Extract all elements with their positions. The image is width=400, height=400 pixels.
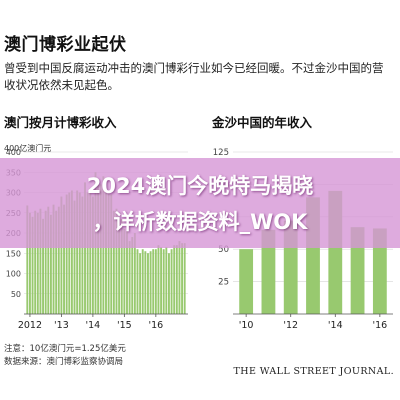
bar <box>261 229 276 314</box>
bar <box>39 208 42 314</box>
overlay-headline-line1: 2024澳门今晚特马揭晓 <box>86 174 314 198</box>
y-tick-label: 50 <box>218 245 229 255</box>
bar <box>36 212 39 314</box>
x-tick-label: '13 <box>54 320 69 331</box>
bar <box>44 210 47 314</box>
chart-title-annual: 金沙中国的年收入 <box>212 115 313 130</box>
bar <box>183 243 186 314</box>
footer-note: 注意：10亿澳门元=1.25亿美元 <box>4 344 126 354</box>
x-tick-label: '14 <box>328 320 343 331</box>
bar <box>86 192 89 314</box>
bar <box>168 253 170 314</box>
bar <box>65 194 68 314</box>
x-tick-label: '16 <box>148 320 163 331</box>
bar <box>84 182 86 314</box>
y-tick-label: 125 <box>213 148 229 158</box>
bar <box>91 196 94 314</box>
bar <box>105 192 107 314</box>
chart-title-monthly: 澳门按月计博彩收入 <box>4 115 117 130</box>
bar <box>107 192 110 314</box>
bar <box>152 249 155 314</box>
bar <box>175 245 178 314</box>
y-tick-label: 50 <box>11 290 21 299</box>
bar <box>350 227 365 314</box>
bar <box>131 237 134 314</box>
bar <box>126 230 128 314</box>
x-tick-label: '15 <box>117 320 132 331</box>
bar <box>128 241 131 314</box>
x-tick-label: '14 <box>86 320 101 331</box>
bar <box>147 253 149 314</box>
bar <box>170 249 173 314</box>
bar <box>99 184 102 314</box>
bar <box>89 188 92 314</box>
bar <box>136 249 139 314</box>
overlay-headline-line2: ，详析数据资料_WOK <box>92 210 308 234</box>
publisher-credit: THE WALL STREET JOURNAL. <box>233 366 394 377</box>
bar <box>47 206 50 314</box>
x-tick-label: '10 <box>239 320 254 331</box>
bar <box>372 228 387 314</box>
bar <box>57 206 60 314</box>
bar <box>42 218 44 314</box>
bar <box>78 192 81 314</box>
y-tick-label: 25 <box>218 278 229 288</box>
bar <box>133 233 136 314</box>
bar <box>26 205 29 314</box>
bar <box>165 247 168 314</box>
bar <box>112 210 115 314</box>
bar <box>68 192 71 314</box>
monthly-unit-label: 400亿澳门元 <box>4 144 52 153</box>
page-subtitle: 曾受到中国反腐运动冲击的澳门博彩行业如今已经回暖。不过金沙中国的营收状况依然未见… <box>4 61 384 92</box>
bar <box>139 253 142 314</box>
bar <box>160 247 163 314</box>
bar <box>120 218 123 314</box>
bar <box>97 184 100 314</box>
x-tick-label: 2012 <box>18 320 42 331</box>
bar <box>60 196 63 314</box>
bar <box>110 194 113 314</box>
bar <box>173 245 176 314</box>
bar <box>118 216 121 314</box>
bar <box>52 204 55 314</box>
bar <box>28 212 31 314</box>
bar <box>162 249 165 314</box>
bar <box>49 214 52 314</box>
bar <box>55 210 58 314</box>
x-tick-label: '16 <box>373 320 388 331</box>
bar <box>144 251 147 314</box>
page-title: 澳门博彩业起伏 <box>4 35 127 55</box>
x-tick-label: '12 <box>283 320 298 331</box>
bar <box>115 208 118 314</box>
bar <box>154 249 157 314</box>
bar <box>239 249 254 314</box>
bar <box>34 210 37 314</box>
bar <box>123 228 126 314</box>
y-tick-label: 100 <box>6 270 21 279</box>
y-tick-label: 150 <box>6 249 21 258</box>
y-tick-label: 400 <box>6 148 21 157</box>
footer-source: 数据来源：澳门博彩监察协调局 <box>4 357 124 367</box>
headline-overlay: 2024澳门今晚特马揭晓 ，详析数据资料_WOK <box>0 158 400 248</box>
bar <box>73 200 76 314</box>
bar <box>76 190 79 314</box>
bar <box>149 251 152 314</box>
bar <box>31 216 34 314</box>
bar <box>70 190 73 314</box>
bar <box>141 249 144 314</box>
bar <box>63 204 65 314</box>
bar <box>157 245 160 314</box>
bar <box>81 196 84 314</box>
bar <box>178 241 181 314</box>
bar <box>181 243 184 314</box>
